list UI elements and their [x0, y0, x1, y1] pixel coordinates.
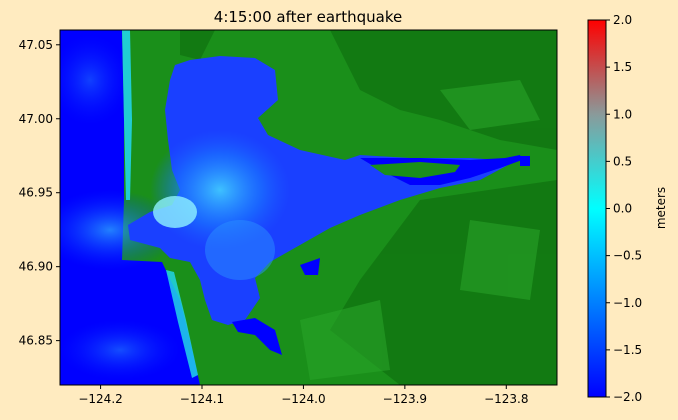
terrain-highlights — [300, 80, 540, 380]
x-tick-label: −124.1 — [180, 392, 224, 406]
y-tick-label: 46.95 — [19, 186, 53, 200]
colorbar-tick-label: 0.0 — [613, 202, 632, 216]
ocean-plume — [60, 320, 180, 380]
river-channel — [520, 156, 530, 166]
chart-title: 4:15:00 after earthquake — [214, 8, 402, 26]
colorbar-axis: −2.0 −1.5 −1.0 −0.5 0.0 0.5 1.0 1.5 2.0 — [606, 13, 642, 404]
ocean-plume — [60, 190, 180, 270]
colorbar-tick-label: 1.5 — [613, 60, 632, 74]
coastal-strip — [122, 30, 132, 200]
y-tick-label: 46.85 — [19, 334, 53, 348]
bay-glow — [205, 220, 275, 280]
x-axis: −124.2 −124.1 −124.0 −123.9 −123.8 — [78, 385, 528, 406]
colorbar-tick-label: −1.0 — [613, 296, 642, 310]
colorbar-tick-label: −2.0 — [613, 390, 642, 404]
y-tick-label: 47.05 — [19, 38, 53, 52]
coastal-strip — [166, 270, 198, 378]
x-tick-label: −123.9 — [383, 392, 427, 406]
ocean-plume — [60, 35, 130, 125]
y-tick-label: 47.00 — [19, 112, 53, 126]
colorbar-tick-label: −1.5 — [613, 343, 642, 357]
x-tick-label: −123.8 — [484, 392, 528, 406]
colorbar-gradient — [587, 19, 607, 398]
colorbar-tick-label: 1.0 — [613, 107, 632, 121]
y-tick-label: 46.90 — [19, 260, 53, 274]
island — [370, 162, 460, 178]
colorbar-tick-label: 0.5 — [613, 154, 632, 168]
colorbar-tick-label: −0.5 — [613, 249, 642, 263]
colorbar: −2.0 −1.5 −1.0 −0.5 0.0 0.5 1.0 1.5 2.0 meters — [587, 13, 668, 404]
bay-water — [232, 318, 282, 355]
plot-area — [60, 30, 557, 385]
y-axis: 46.85 46.90 46.95 47.00 47.05 — [19, 38, 60, 348]
x-tick-label: −124.0 — [281, 392, 325, 406]
colorbar-tick-label: 2.0 — [613, 13, 632, 27]
bay-glow — [153, 196, 197, 228]
plot-frame — [59, 29, 558, 386]
x-tick-label: −124.2 — [78, 392, 122, 406]
colorbar-label: meters — [654, 187, 668, 229]
bay-water — [300, 258, 320, 275]
